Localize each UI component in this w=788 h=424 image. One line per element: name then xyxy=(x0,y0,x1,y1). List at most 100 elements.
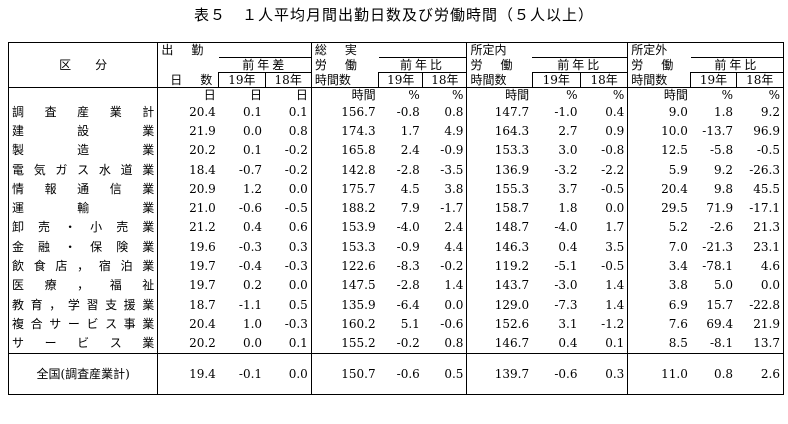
table-cell: 8.5 xyxy=(627,333,691,354)
table-cell: -0.5 xyxy=(265,198,312,218)
table-cell: -0.2 xyxy=(265,159,312,180)
table-cell: 9.0 xyxy=(668,104,688,119)
table-cell: 4.9 xyxy=(422,121,468,141)
table-cell: 71.9 xyxy=(706,201,734,216)
unit-pct: % xyxy=(721,88,734,102)
table-cell: 188.2 xyxy=(341,201,376,216)
row-label: 製造業 xyxy=(7,140,159,160)
table-row: サービス業 20.2 0.0 0.1 155.2 -0.2 0.8 146.7 0.4 0.1 8.… xyxy=(7,333,785,354)
table-row: 電気ガス水道業 18.4 -0.7 -0.2 142.8 -2.8 -3.5 136.9 -3.… xyxy=(7,159,785,180)
table-cell: 9.8 xyxy=(713,181,734,196)
table-cell: 0.1 xyxy=(265,333,312,354)
table-cell: -5.8 xyxy=(709,143,734,158)
unit-pct: % xyxy=(408,88,420,102)
table-row: 医療，福祉 19.7 0.2 0.0 147.5 -2.8 1.4 143.7 -3.0 1.4 3… xyxy=(7,275,785,295)
table-cell: 0.0 xyxy=(265,352,312,395)
table-cell: 3.7 xyxy=(558,181,578,196)
table-row: 卸売・小売業 21.2 0.4 0.6 153.9 -4.0 2.4 148.7 -4.0 1.7… xyxy=(7,217,785,238)
table-cell: 0.4 xyxy=(580,102,629,122)
table-cell: 0.4 xyxy=(558,239,578,254)
table-cell: -2.8 xyxy=(396,278,420,293)
table-cell: -1.0 xyxy=(554,104,578,119)
table-cell: -0.6 xyxy=(238,201,263,216)
table-cell: 0.4 xyxy=(532,333,581,354)
table-cell: 160.2 xyxy=(341,316,376,331)
table-cell: 0.1 xyxy=(580,333,629,354)
row-label: 電気ガス水道業 xyxy=(7,159,159,180)
table-cell: -13.7 xyxy=(702,123,734,138)
table-cell: 165.8 xyxy=(341,143,376,158)
table-cell: 13.7 xyxy=(736,333,785,354)
table-cell: 158.7 xyxy=(494,201,530,216)
table-cell: -1.2 xyxy=(580,314,629,334)
table-cell: 21.9 xyxy=(736,314,785,334)
sched-y19: 19年 xyxy=(531,72,581,88)
table-cell: 7.9 xyxy=(400,201,420,216)
table-cell: 21.0 xyxy=(189,201,216,216)
table-cell: 20.2 xyxy=(157,333,219,354)
row-label: 複合サービス事業 xyxy=(7,314,159,334)
table-cell: -0.7 xyxy=(238,162,263,177)
table-cell: -4.0 xyxy=(396,220,420,235)
unit-hour: 時間 xyxy=(505,88,530,102)
kubun-header: 区 分 xyxy=(7,42,159,88)
table-cell: -78.1 xyxy=(702,259,734,274)
table-cell: 4.6 xyxy=(736,256,785,276)
sched-ratio-label: 前年比 xyxy=(532,57,629,73)
table-cell: 153.3 xyxy=(494,143,530,158)
table-cell: -0.2 xyxy=(422,256,468,276)
unit-pct: % xyxy=(580,87,629,102)
table-cell: 0.1 xyxy=(242,143,263,158)
table-cell: 18.4 xyxy=(189,162,216,177)
table-cell: 1.7 xyxy=(580,217,629,238)
total-y19: 19年 xyxy=(378,72,423,88)
table-cell: 129.0 xyxy=(494,297,530,312)
table-cell: 0.0 xyxy=(265,179,312,199)
table-row: 教育，学習支援業 18.7 -1.1 0.5 135.9 -6.4 0.0 129.0 -7.3… xyxy=(7,294,785,315)
attend-header-bottom: 日 数 xyxy=(157,72,219,88)
sched-header-top: 所定内 xyxy=(466,42,533,58)
table-cell: -0.8 xyxy=(396,104,420,119)
table-cell: 19.6 xyxy=(189,239,216,254)
table-cell: -22.8 xyxy=(736,294,785,315)
row-label: 飲食店，宿泊業 xyxy=(7,256,159,276)
table-cell: -0.3 xyxy=(238,239,263,254)
total-row: 全国(調査産業計) 19.4 -0.1 0.0 150.7 -0.6 0.5 139.7 -0.… xyxy=(7,352,785,395)
table-cell: 147.5 xyxy=(341,278,376,293)
table-cell: 155.2 xyxy=(311,333,379,354)
table-cell: -21.3 xyxy=(702,239,734,254)
table-cell: 0.0 xyxy=(242,123,263,138)
table-cell: 0.8 xyxy=(422,333,468,354)
table-cell: 2.4 xyxy=(400,143,420,158)
table-cell: -4.0 xyxy=(554,220,578,235)
table-row: 運輸業 21.0 -0.6 -0.5 188.2 7.9 -1.7 158.7 1.8 0.0 29… xyxy=(7,198,785,218)
table-cell: 174.3 xyxy=(341,123,376,138)
table-cell: -1.7 xyxy=(422,198,468,218)
table-row: 金融・保険業 19.6 -0.3 0.3 153.3 -0.9 4.4 146.3 0.4 3.5… xyxy=(7,237,785,257)
row-label: 教育，学習支援業 xyxy=(7,294,159,315)
table-cell: 136.9 xyxy=(494,162,530,177)
row-label: 調査産業計 xyxy=(7,102,159,122)
table-cell: 0.9 xyxy=(580,121,629,141)
unit-hour: 時間 xyxy=(663,88,688,102)
table-cell: 139.7 xyxy=(466,352,533,395)
row-label: 全国(調査産業計) xyxy=(7,352,159,395)
table-cell: 0.5 xyxy=(422,352,468,395)
table-cell: 148.7 xyxy=(494,220,530,235)
row-label: 金融・保険業 xyxy=(7,237,159,257)
table-cell: 0.3 xyxy=(580,352,629,395)
total-header-top: 総 実 xyxy=(310,42,379,58)
over-header-bottom: 時間数 xyxy=(627,72,691,88)
table-cell: -3.2 xyxy=(554,162,578,177)
row-label: 情報通信業 xyxy=(7,179,159,199)
table-cell: -0.3 xyxy=(265,314,312,334)
table-row: 飲食店，宿泊業 19.7 -0.4 -0.3 122.6 -8.3 -0.2 119.2 -5.… xyxy=(7,256,785,276)
table-cell: 1.4 xyxy=(580,275,629,295)
table-cell: 21.2 xyxy=(189,220,216,235)
table-cell: 69.4 xyxy=(706,316,734,331)
table-cell: 6.9 xyxy=(668,297,688,312)
row-label: 建設業 xyxy=(7,121,159,141)
table-row: 製造業 20.2 0.1 -0.2 165.8 2.4 -0.9 153.3 3.0 -0.8 12… xyxy=(7,140,785,160)
table-cell: -0.9 xyxy=(396,239,420,254)
table-cell: 135.9 xyxy=(341,297,376,312)
